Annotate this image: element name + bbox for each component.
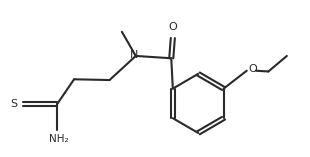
- Text: N: N: [130, 50, 139, 60]
- Text: NH₂: NH₂: [49, 134, 69, 144]
- Text: O: O: [248, 64, 257, 74]
- Text: S: S: [10, 99, 17, 109]
- Text: O: O: [168, 22, 177, 32]
